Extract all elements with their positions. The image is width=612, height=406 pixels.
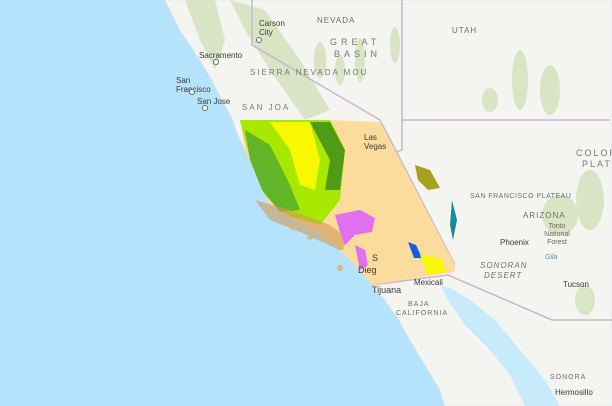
label-phoenix: Phoenix xyxy=(500,238,529,247)
land-cover-overlay xyxy=(240,120,457,285)
label-utah: UTAH xyxy=(452,26,478,35)
label-desert: DESERT xyxy=(484,271,523,280)
label-arizona: ARIZONA xyxy=(523,211,566,220)
label-great: GREAT xyxy=(330,37,381,47)
label-sierra-nevada: SIERRA NEVADA MOU xyxy=(250,68,369,77)
label-tijuana: Tijuana xyxy=(372,285,402,295)
label-las-vegas: Las Vegas xyxy=(364,133,387,151)
label-sonora: SONORA xyxy=(550,374,587,381)
city-marker xyxy=(189,89,195,95)
label-san-joaquin: SAN JOA xyxy=(242,103,291,112)
city-marker xyxy=(213,59,219,65)
gulf-of-california xyxy=(440,285,560,406)
label-tonto-national-forest: Tonto National Forest xyxy=(544,223,570,246)
label-sacramento: Sacramento xyxy=(199,51,243,60)
label-colorado: COLOR xyxy=(576,148,612,158)
channel-islands xyxy=(290,226,344,271)
city-marker xyxy=(202,105,208,111)
label-san-francisco-plateau: SAN FRANCISCO PLATEAU xyxy=(470,193,572,200)
label-nevada: NEVADA xyxy=(317,16,356,25)
label-california: CALIFORNIA xyxy=(396,310,449,317)
label-hermosillo: Hermosillo xyxy=(555,388,593,397)
label-san-diego: Dieg xyxy=(358,265,377,275)
label-san-diego-s: S xyxy=(372,253,379,263)
label-san-jose: San Jose xyxy=(197,97,231,106)
label-sonoran: SONORAN xyxy=(480,261,528,270)
state-borders xyxy=(251,0,612,321)
label-mexicali: Mexicali xyxy=(414,278,443,287)
label-gila-river: Gila xyxy=(545,254,558,261)
label-baja: BAJA xyxy=(408,301,430,308)
label-carson-city: Carson City xyxy=(259,19,285,37)
city-marker xyxy=(256,37,262,43)
vegetation xyxy=(185,0,604,315)
label-plateau: PLATE xyxy=(582,159,612,169)
label-tucson: Tucson xyxy=(563,280,589,289)
label-basin: BASIN xyxy=(334,49,382,59)
